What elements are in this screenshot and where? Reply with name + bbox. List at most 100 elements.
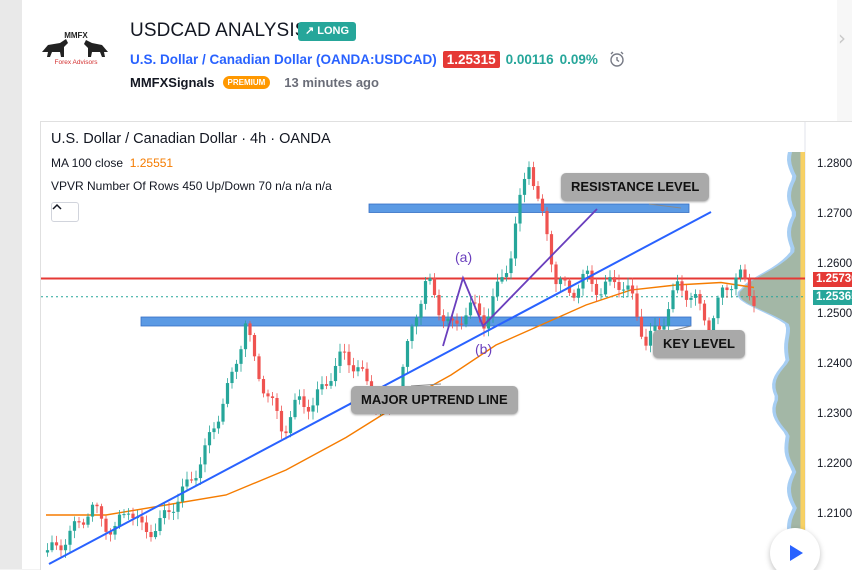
candle-body [257, 356, 261, 380]
candle-body [171, 511, 176, 513]
candle-body [464, 315, 468, 325]
candle-body [441, 315, 446, 322]
candle-body [743, 269, 747, 280]
candle-body [279, 410, 284, 432]
candle-body [122, 514, 126, 516]
author-name[interactable]: MMFXSignals [130, 74, 215, 90]
candle-body [72, 521, 77, 531]
ma-value: 1.25551 [129, 156, 174, 170]
candle-body [455, 320, 459, 324]
volume-profile-down [737, 152, 801, 562]
candle-body [167, 510, 171, 513]
uptrend-line-label: MAJOR UPTREND LINE [351, 386, 518, 414]
premium-badge: PREMIUM [222, 75, 271, 89]
next-idea-arrow-icon[interactable]: › [838, 26, 846, 50]
candle-body [234, 363, 239, 372]
candle-body [594, 283, 599, 295]
candle-body [630, 285, 635, 294]
candle-body [531, 167, 536, 187]
candle-body [315, 389, 320, 406]
candle-body [540, 198, 545, 212]
candle-body [275, 398, 279, 411]
candle-body [603, 281, 608, 295]
candle-body [608, 277, 612, 282]
candle-body [144, 522, 149, 533]
candle-body [473, 302, 477, 304]
wave-point-b-label: (b) [475, 341, 493, 357]
candle-body [698, 294, 702, 304]
candle-body [468, 302, 473, 316]
candle-body [437, 294, 441, 316]
candle-body [500, 277, 504, 282]
candle-body [693, 294, 698, 298]
ma100-line [46, 281, 755, 516]
candle-body [459, 323, 464, 325]
y-tick: 1.25000 [817, 308, 852, 320]
candle-body [185, 479, 189, 487]
candle-body [243, 323, 248, 350]
candle-body [140, 516, 144, 523]
candle-body [635, 293, 639, 317]
y-tick: 1.28000 [817, 158, 852, 170]
candle-body [558, 278, 563, 285]
collapse-legend-button[interactable] [51, 202, 79, 222]
candle-body [113, 525, 117, 535]
wave-point-a-label: (a) [455, 249, 473, 265]
candle-body [729, 289, 734, 291]
current-price-tag: 1.25365 [813, 290, 852, 305]
candle-body [351, 365, 356, 372]
symbol-row: U.S. Dollar / Canadian Dollar (OANDA:USD… [130, 49, 626, 69]
candle-body [68, 530, 72, 545]
candle-body [117, 514, 122, 526]
author-logo[interactable]: MMFX Forex Advisors [38, 28, 114, 72]
candle-body [45, 550, 50, 553]
candle-body [410, 326, 414, 342]
candle-body [428, 278, 432, 282]
candle-body [522, 178, 527, 195]
candle-body [77, 521, 81, 523]
candle-body [50, 542, 54, 551]
candle-body [590, 270, 594, 284]
candle-body [405, 341, 410, 367]
candle-body [599, 294, 603, 296]
idea-title[interactable]: USDCAD ANALYSIS [130, 20, 308, 41]
chart-area[interactable]: U.S. Dollar / Canadian Dollar · 4h · OAN… [40, 121, 852, 570]
projection-path [442, 208, 598, 347]
alarm-clock-icon[interactable] [608, 50, 626, 68]
candle-body [401, 366, 405, 391]
candle-body [419, 303, 423, 318]
y-tick: 1.21000 [817, 508, 852, 520]
y-tick: 1.22000 [817, 458, 852, 470]
vpvr-indicator-legend: VPVR Number Of Rows 450 Up/Down 70 n/a n… [51, 179, 332, 193]
candle-body [720, 287, 725, 298]
play-button[interactable] [770, 528, 820, 570]
candle-body [626, 285, 630, 290]
candle-body [549, 234, 554, 265]
resistance-zone [368, 203, 690, 213]
candle-body [450, 318, 455, 321]
candle-body [639, 316, 644, 337]
candle-body [311, 405, 315, 412]
candle-body [347, 351, 351, 366]
candle-body [162, 510, 167, 519]
logo-text-bottom: Forex Advisors [55, 59, 99, 66]
uptrend-callout-line [410, 383, 442, 387]
publish-time: 13 minutes ago [284, 74, 379, 90]
symbol-link[interactable]: U.S. Dollar / Canadian Dollar (OANDA:USD… [130, 51, 437, 67]
candle-body [365, 368, 369, 382]
candle-body [63, 544, 68, 551]
candle-body [747, 279, 752, 297]
candle-body [644, 336, 648, 346]
price-change: 0.00116 [505, 51, 554, 67]
logo-text-top: MMFX [64, 31, 88, 40]
candle-body [338, 351, 342, 366]
candle-body [734, 277, 738, 290]
candle-body [81, 522, 86, 525]
candle-body [356, 367, 360, 372]
candle-body [149, 532, 153, 538]
candle-body [666, 309, 671, 326]
candle-body [86, 516, 90, 525]
candle-body [252, 335, 257, 357]
chevron-up-icon [52, 203, 62, 210]
bull-bear-logo-icon: MMFX Forex Advisors [42, 31, 108, 66]
